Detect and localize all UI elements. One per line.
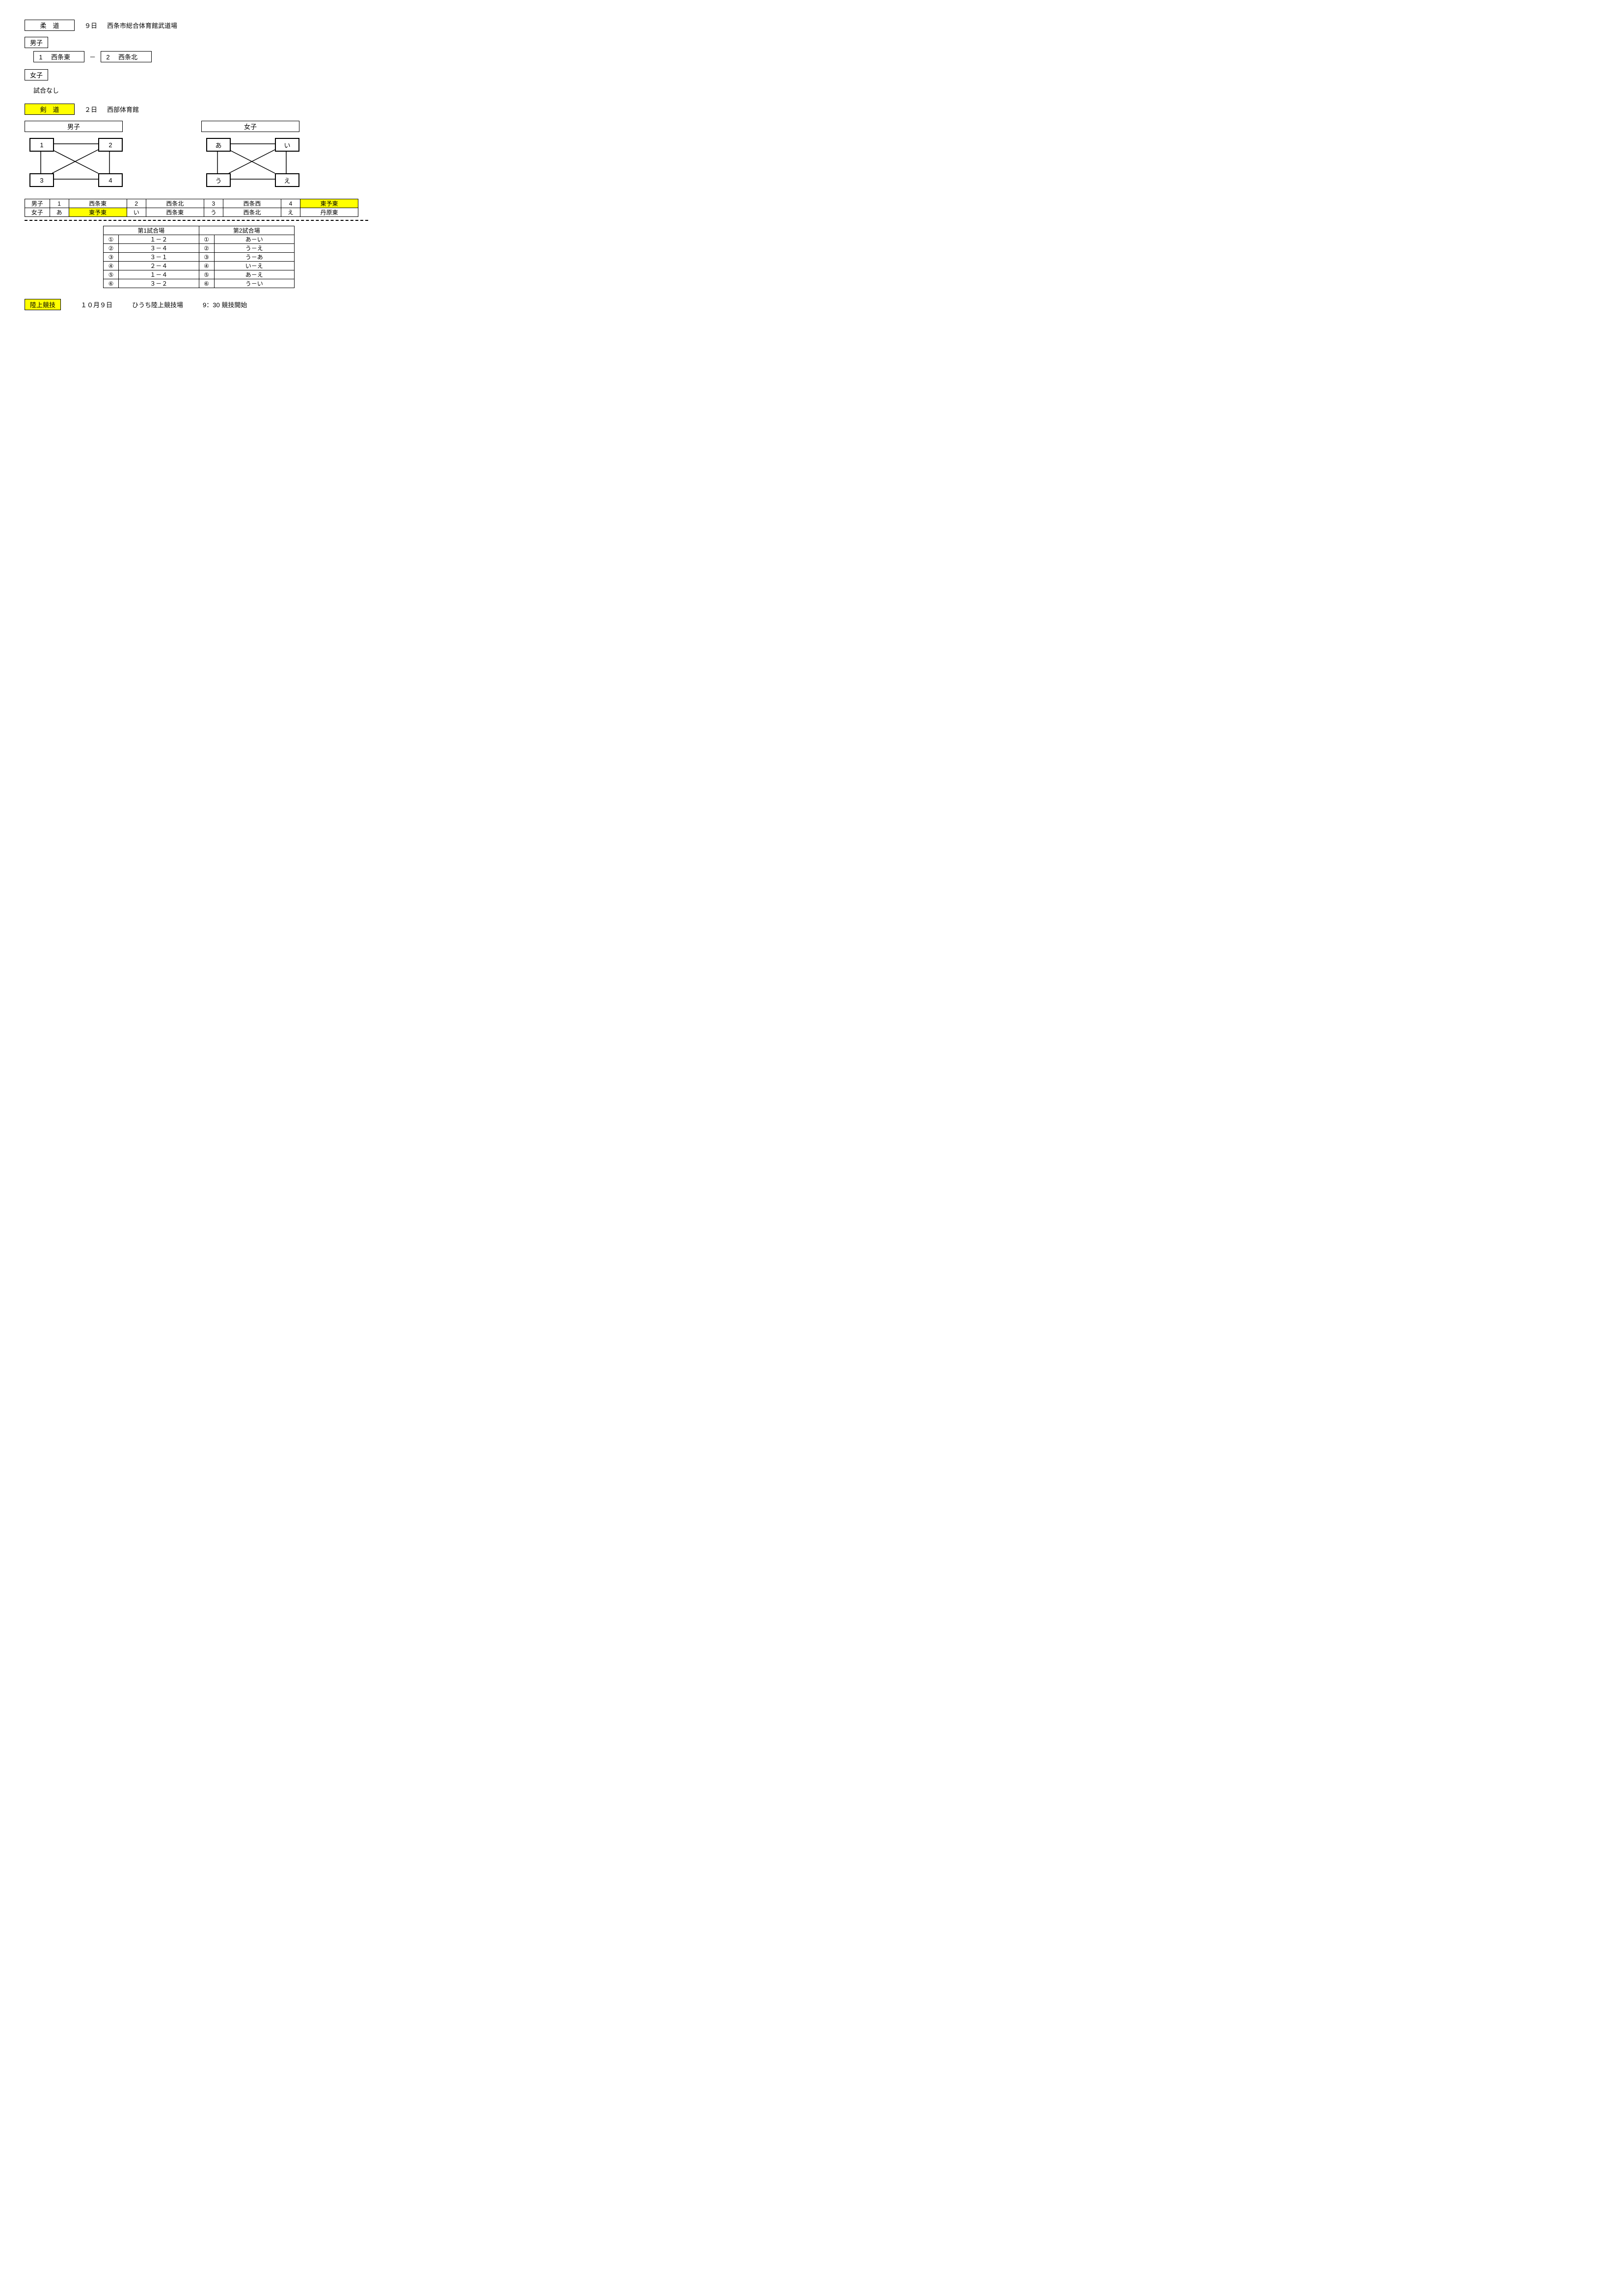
node-a: あ: [206, 138, 231, 152]
node-3: 3: [29, 173, 54, 187]
sched-header: 第1試合場 第2試合場: [104, 226, 295, 235]
node-e: え: [275, 173, 299, 187]
team-key: 3: [204, 199, 223, 208]
round-num: ⑤: [199, 270, 214, 279]
kendo-header: 剣 道 ２日 西部体育館: [25, 104, 1598, 115]
row-label: 女子: [25, 208, 50, 217]
node-2: 2: [98, 138, 123, 152]
womens-bracket-col: 女子 あ い う え: [201, 121, 299, 192]
judo-header: 柔 道 ９日 西条市総合体育館武道場: [25, 20, 1598, 31]
round-num: ⑥: [104, 279, 119, 288]
judo-mens-label: 男子: [25, 37, 1598, 48]
judo-womens-text: 試合なし: [33, 85, 1598, 95]
team-assignment-table: 男子1西条東2西条北3西条西4東予東女子あ東予東い西条東う西条北え丹原東: [25, 199, 358, 217]
judo-venue: 西条市総合体育館武道場: [107, 21, 177, 30]
team-key: 4: [281, 199, 300, 208]
dashed-separator: [25, 220, 368, 221]
team1-box: 1 西条東: [33, 51, 84, 62]
round-num: ①: [104, 235, 119, 244]
sched-row: ①１－２①あ－い: [104, 235, 295, 244]
track-date: １０月９日: [81, 300, 112, 309]
kendo-date: ２日: [84, 105, 97, 114]
team-key: う: [204, 208, 223, 217]
team-row: 男子1西条東2西条北3西条西4東予東: [25, 199, 358, 208]
track-header: 陸上競技 １０月９日 ひうち陸上競技場 9：30 競技開始: [25, 299, 1598, 310]
match-pair: う－え: [214, 244, 295, 253]
sched-row: ③３－１③う－あ: [104, 253, 295, 262]
team-name: 丹原東: [300, 208, 358, 217]
match-sep: －: [89, 52, 96, 61]
kendo-womens-label: 女子: [201, 121, 299, 132]
round-num: ⑥: [199, 279, 214, 288]
sched-h1: 第1試合場: [104, 226, 199, 235]
team-name: 西条北: [146, 199, 204, 208]
round-num: ①: [199, 235, 214, 244]
round-num: ③: [104, 253, 119, 262]
team-key: 2: [127, 199, 146, 208]
sched-row: ②３－４②う－え: [104, 244, 295, 253]
team-name: 西条東: [146, 208, 204, 217]
match-pair: あ－え: [214, 270, 295, 279]
round-num: ④: [199, 262, 214, 270]
team-key: あ: [50, 208, 69, 217]
team2-num: 2: [104, 53, 112, 61]
mens-bracket-col: 男子 1 2 3 4: [25, 121, 123, 192]
judo-womens-label: 女子: [25, 69, 1598, 80]
team1-name: 西条東: [51, 53, 70, 61]
match-pair: １－４: [119, 270, 199, 279]
match-pair: う－い: [214, 279, 295, 288]
judo-mens-match: 1 西条東 － 2 西条北: [33, 51, 1598, 62]
round-num: ②: [104, 244, 119, 253]
match-pair: ３－４: [119, 244, 199, 253]
match-pair: い－え: [214, 262, 295, 270]
team2-name: 西条北: [118, 53, 137, 61]
team1-num: 1: [37, 53, 45, 61]
mens-bracket: 1 2 3 4: [29, 138, 123, 192]
match-pair: ３－２: [119, 279, 199, 288]
mens-box: 男子: [25, 37, 48, 48]
match-pair: あ－い: [214, 235, 295, 244]
team-name: 西条東: [69, 199, 127, 208]
round-num: ②: [199, 244, 214, 253]
sched-row: ⑥３－２⑥う－い: [104, 279, 295, 288]
team2-box: 2 西条北: [101, 51, 152, 62]
team-key: い: [127, 208, 146, 217]
track-venue: ひうち陸上競技場: [132, 300, 183, 309]
sched-row: ⑤１－４⑤あ－え: [104, 270, 295, 279]
team-key: 1: [50, 199, 69, 208]
node-4: 4: [98, 173, 123, 187]
node-1: 1: [29, 138, 54, 152]
womens-bracket: あ い う え: [206, 138, 299, 192]
round-num: ③: [199, 253, 214, 262]
judo-title-box: 柔 道: [25, 20, 75, 31]
match-pair: １－２: [119, 235, 199, 244]
judo-date: ９日: [84, 21, 97, 30]
track-title-box: 陸上競技: [25, 299, 61, 310]
round-num: ④: [104, 262, 119, 270]
row-label: 男子: [25, 199, 50, 208]
node-i: い: [275, 138, 299, 152]
match-pair: う－あ: [214, 253, 295, 262]
kendo-title-box: 剣 道: [25, 104, 75, 115]
node-u: う: [206, 173, 231, 187]
team-name: 東予東: [300, 199, 358, 208]
team-name: 西条北: [223, 208, 281, 217]
schedule-table: 第1試合場 第2試合場 ①１－２①あ－い②３－４②う－え③３－１③う－あ④２－４…: [103, 226, 295, 288]
team-name: 東予東: [69, 208, 127, 217]
sched-h2: 第2試合場: [199, 226, 295, 235]
womens-box: 女子: [25, 69, 48, 80]
team-key: え: [281, 208, 300, 217]
match-pair: ２－４: [119, 262, 199, 270]
team-name: 西条西: [223, 199, 281, 208]
kendo-venue: 西部体育館: [107, 105, 139, 114]
round-num: ⑤: [104, 270, 119, 279]
match-pair: ３－１: [119, 253, 199, 262]
kendo-mens-label: 男子: [25, 121, 123, 132]
sched-row: ④２－４④い－え: [104, 262, 295, 270]
track-time: 9：30 競技開始: [203, 300, 247, 309]
kendo-brackets: 男子 1 2 3 4 女子: [25, 121, 1598, 192]
team-row: 女子あ東予東い西条東う西条北え丹原東: [25, 208, 358, 217]
